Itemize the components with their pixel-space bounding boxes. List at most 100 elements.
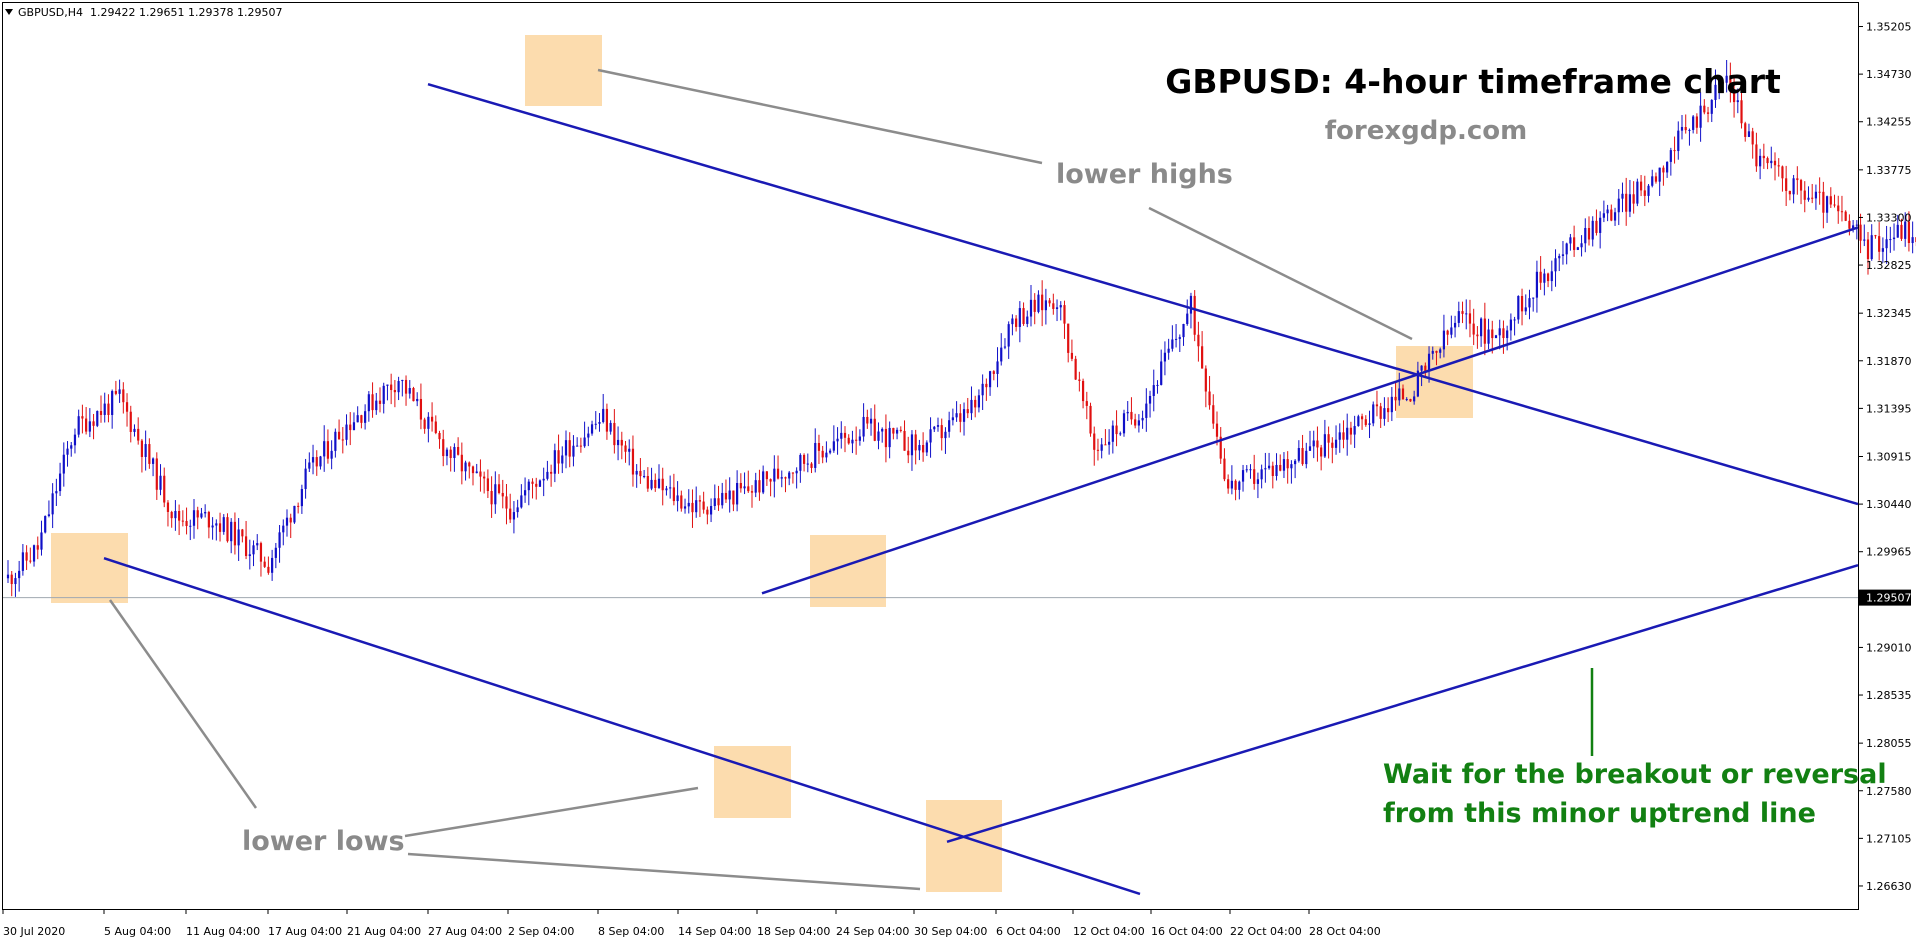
candle-body — [1535, 271, 1539, 298]
candle-body — [464, 462, 467, 472]
candle-body — [739, 482, 742, 489]
candle-body — [1706, 112, 1710, 114]
trend-line — [427, 82, 1859, 506]
candle-body — [1617, 198, 1620, 213]
candle-body — [888, 427, 891, 448]
x-tick-label: 12 Oct 04:00 — [1073, 925, 1145, 938]
candle-body — [907, 450, 910, 456]
candle-body — [620, 439, 623, 446]
candle-body — [769, 479, 772, 482]
candle-body — [631, 448, 635, 475]
y-tick-label: 1.34255 — [1866, 116, 1912, 129]
candle-body — [676, 495, 679, 502]
annotation-pointer — [407, 852, 921, 891]
candle-body — [1591, 220, 1594, 240]
candle-body — [672, 487, 675, 502]
candle-body — [96, 411, 99, 426]
candle-body — [639, 470, 642, 477]
candle-body — [1081, 380, 1085, 402]
candle-body — [1747, 131, 1751, 137]
header-dropdown-icon[interactable] — [5, 9, 13, 15]
candle-body — [1204, 368, 1207, 392]
candle-body — [1312, 440, 1315, 447]
candle-body — [460, 454, 463, 472]
candle-body — [1041, 294, 1044, 311]
candle-body — [256, 543, 259, 546]
candle-body — [1052, 303, 1055, 309]
candle-body — [550, 471, 553, 474]
candle-body — [1863, 239, 1866, 241]
candle-body — [14, 578, 17, 585]
current-price-box — [1859, 589, 1911, 606]
candle-body — [587, 433, 590, 438]
candle-body — [791, 472, 795, 474]
candle-body — [1759, 155, 1762, 167]
candle-body — [330, 450, 333, 459]
candle-body — [1573, 237, 1576, 250]
candle-body — [646, 475, 649, 489]
x-tick-label: 2 Sep 04:00 — [508, 925, 574, 938]
candle-body — [624, 445, 627, 452]
candle-body — [1108, 441, 1111, 445]
candle-body — [1167, 348, 1170, 353]
candle-body — [1844, 211, 1847, 221]
candle-body — [1074, 358, 1077, 380]
candle-body — [1029, 299, 1033, 317]
highlight-box — [525, 35, 602, 106]
candle-body — [211, 525, 214, 528]
candle-body — [367, 394, 370, 412]
candle-body — [683, 506, 687, 509]
candle-body — [1427, 353, 1431, 372]
candle-body — [345, 424, 348, 440]
candle-body — [1658, 167, 1661, 182]
candle-body — [166, 502, 170, 512]
candle-body — [1375, 404, 1379, 407]
candle-body — [531, 481, 534, 484]
candle-body — [1316, 440, 1319, 448]
candle-body — [107, 403, 110, 415]
candle-body — [1781, 166, 1784, 179]
candle-body — [1145, 403, 1148, 418]
candle-body — [1643, 190, 1646, 196]
candle-body — [691, 502, 694, 513]
candle-body — [326, 441, 330, 459]
candle-body — [505, 496, 508, 509]
candle-body — [594, 423, 597, 425]
candle-body — [955, 413, 958, 418]
candle-body — [267, 566, 270, 573]
candle-body — [1230, 480, 1233, 489]
candle-body — [1085, 401, 1088, 406]
candle-body — [590, 424, 594, 434]
candle-body — [178, 511, 181, 521]
candle-body — [29, 560, 32, 562]
candle-body — [1874, 235, 1877, 237]
candle-body — [423, 419, 426, 429]
candle-body — [1338, 432, 1341, 440]
candle-body — [174, 511, 177, 519]
candle-body — [1639, 181, 1643, 191]
y-tick-label: 1.34730 — [1866, 68, 1912, 81]
candle-body — [1818, 191, 1821, 193]
candle-body — [1491, 329, 1494, 339]
candle-body — [1413, 396, 1416, 402]
candle-body — [148, 444, 151, 464]
candle-body — [951, 417, 954, 421]
candle-body — [747, 486, 750, 492]
candle-body — [1524, 307, 1527, 312]
candle-body — [1565, 243, 1568, 255]
candle-body — [111, 391, 114, 415]
candle-body — [1472, 323, 1475, 335]
candle-body — [933, 426, 936, 430]
candle-body — [1807, 197, 1810, 200]
candle-body — [1461, 311, 1464, 314]
candle-body — [490, 491, 493, 505]
candle-body — [230, 521, 233, 542]
candle-body — [1613, 212, 1617, 221]
candle-body — [360, 415, 363, 423]
highlight-box — [51, 533, 128, 603]
candle-body — [1699, 105, 1702, 128]
candle-body — [1498, 328, 1501, 336]
note-line-2: from this minor uptrend line — [1383, 798, 1816, 829]
candle-body — [706, 509, 709, 515]
candle-body — [1301, 448, 1304, 465]
